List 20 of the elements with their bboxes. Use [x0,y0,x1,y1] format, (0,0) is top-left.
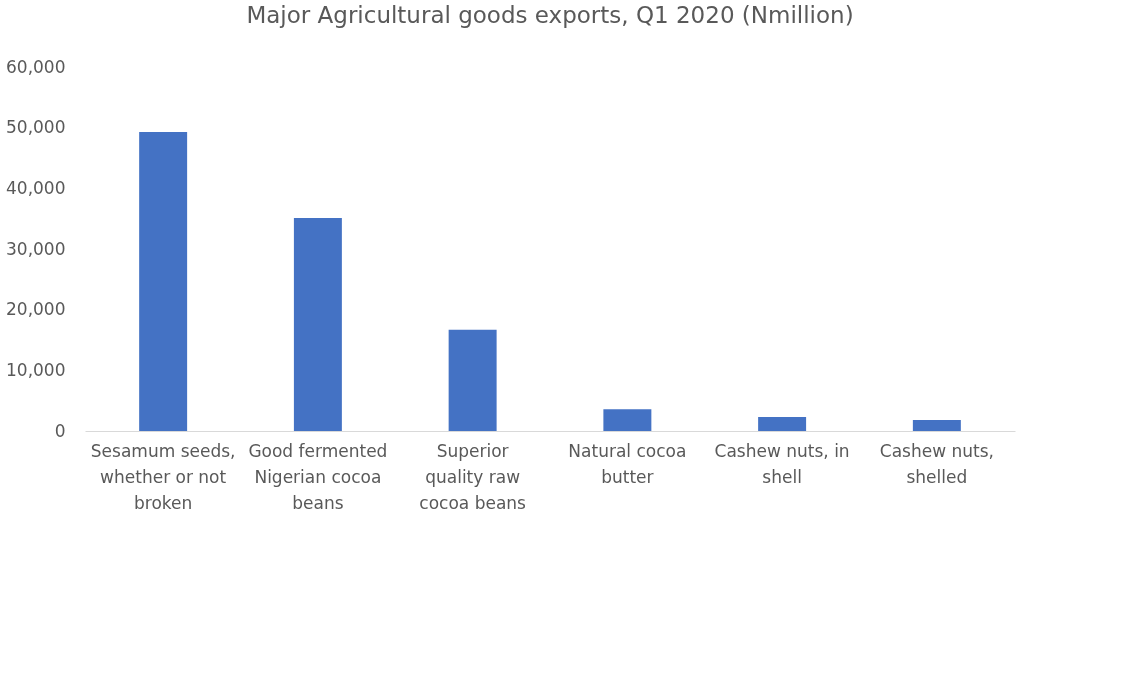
bar [758,417,807,431]
y-tick-label: 20,000 [6,299,66,320]
bar [139,131,188,431]
bar [448,329,497,431]
x-tick-label: Good fermented Nigerian cocoa beans [248,440,388,513]
x-tick-label: Cashew nuts, shelled [879,440,994,487]
x-tick-label: Cashew nuts, in shell [714,440,850,487]
x-tick-label: Natural cocoa butter [568,440,687,487]
y-tick-label: 10,000 [6,359,66,380]
x-tick-label: Superior quality raw cocoa beans [419,440,527,513]
y-tick-label: 30,000 [6,238,66,259]
y-tick-label: 50,000 [6,117,66,138]
chart-title: Major Agricultural goods exports, Q1 2020 (Nmillion) [246,2,854,28]
bar [912,420,961,431]
x-tick-label: Sesamum seeds, whether or not broken [90,440,236,513]
bar [603,409,652,431]
y-tick-label: 0 [54,420,66,441]
y-tick-label: 40,000 [6,177,66,198]
bar [293,218,342,431]
y-tick-label: 60,000 [6,56,66,77]
